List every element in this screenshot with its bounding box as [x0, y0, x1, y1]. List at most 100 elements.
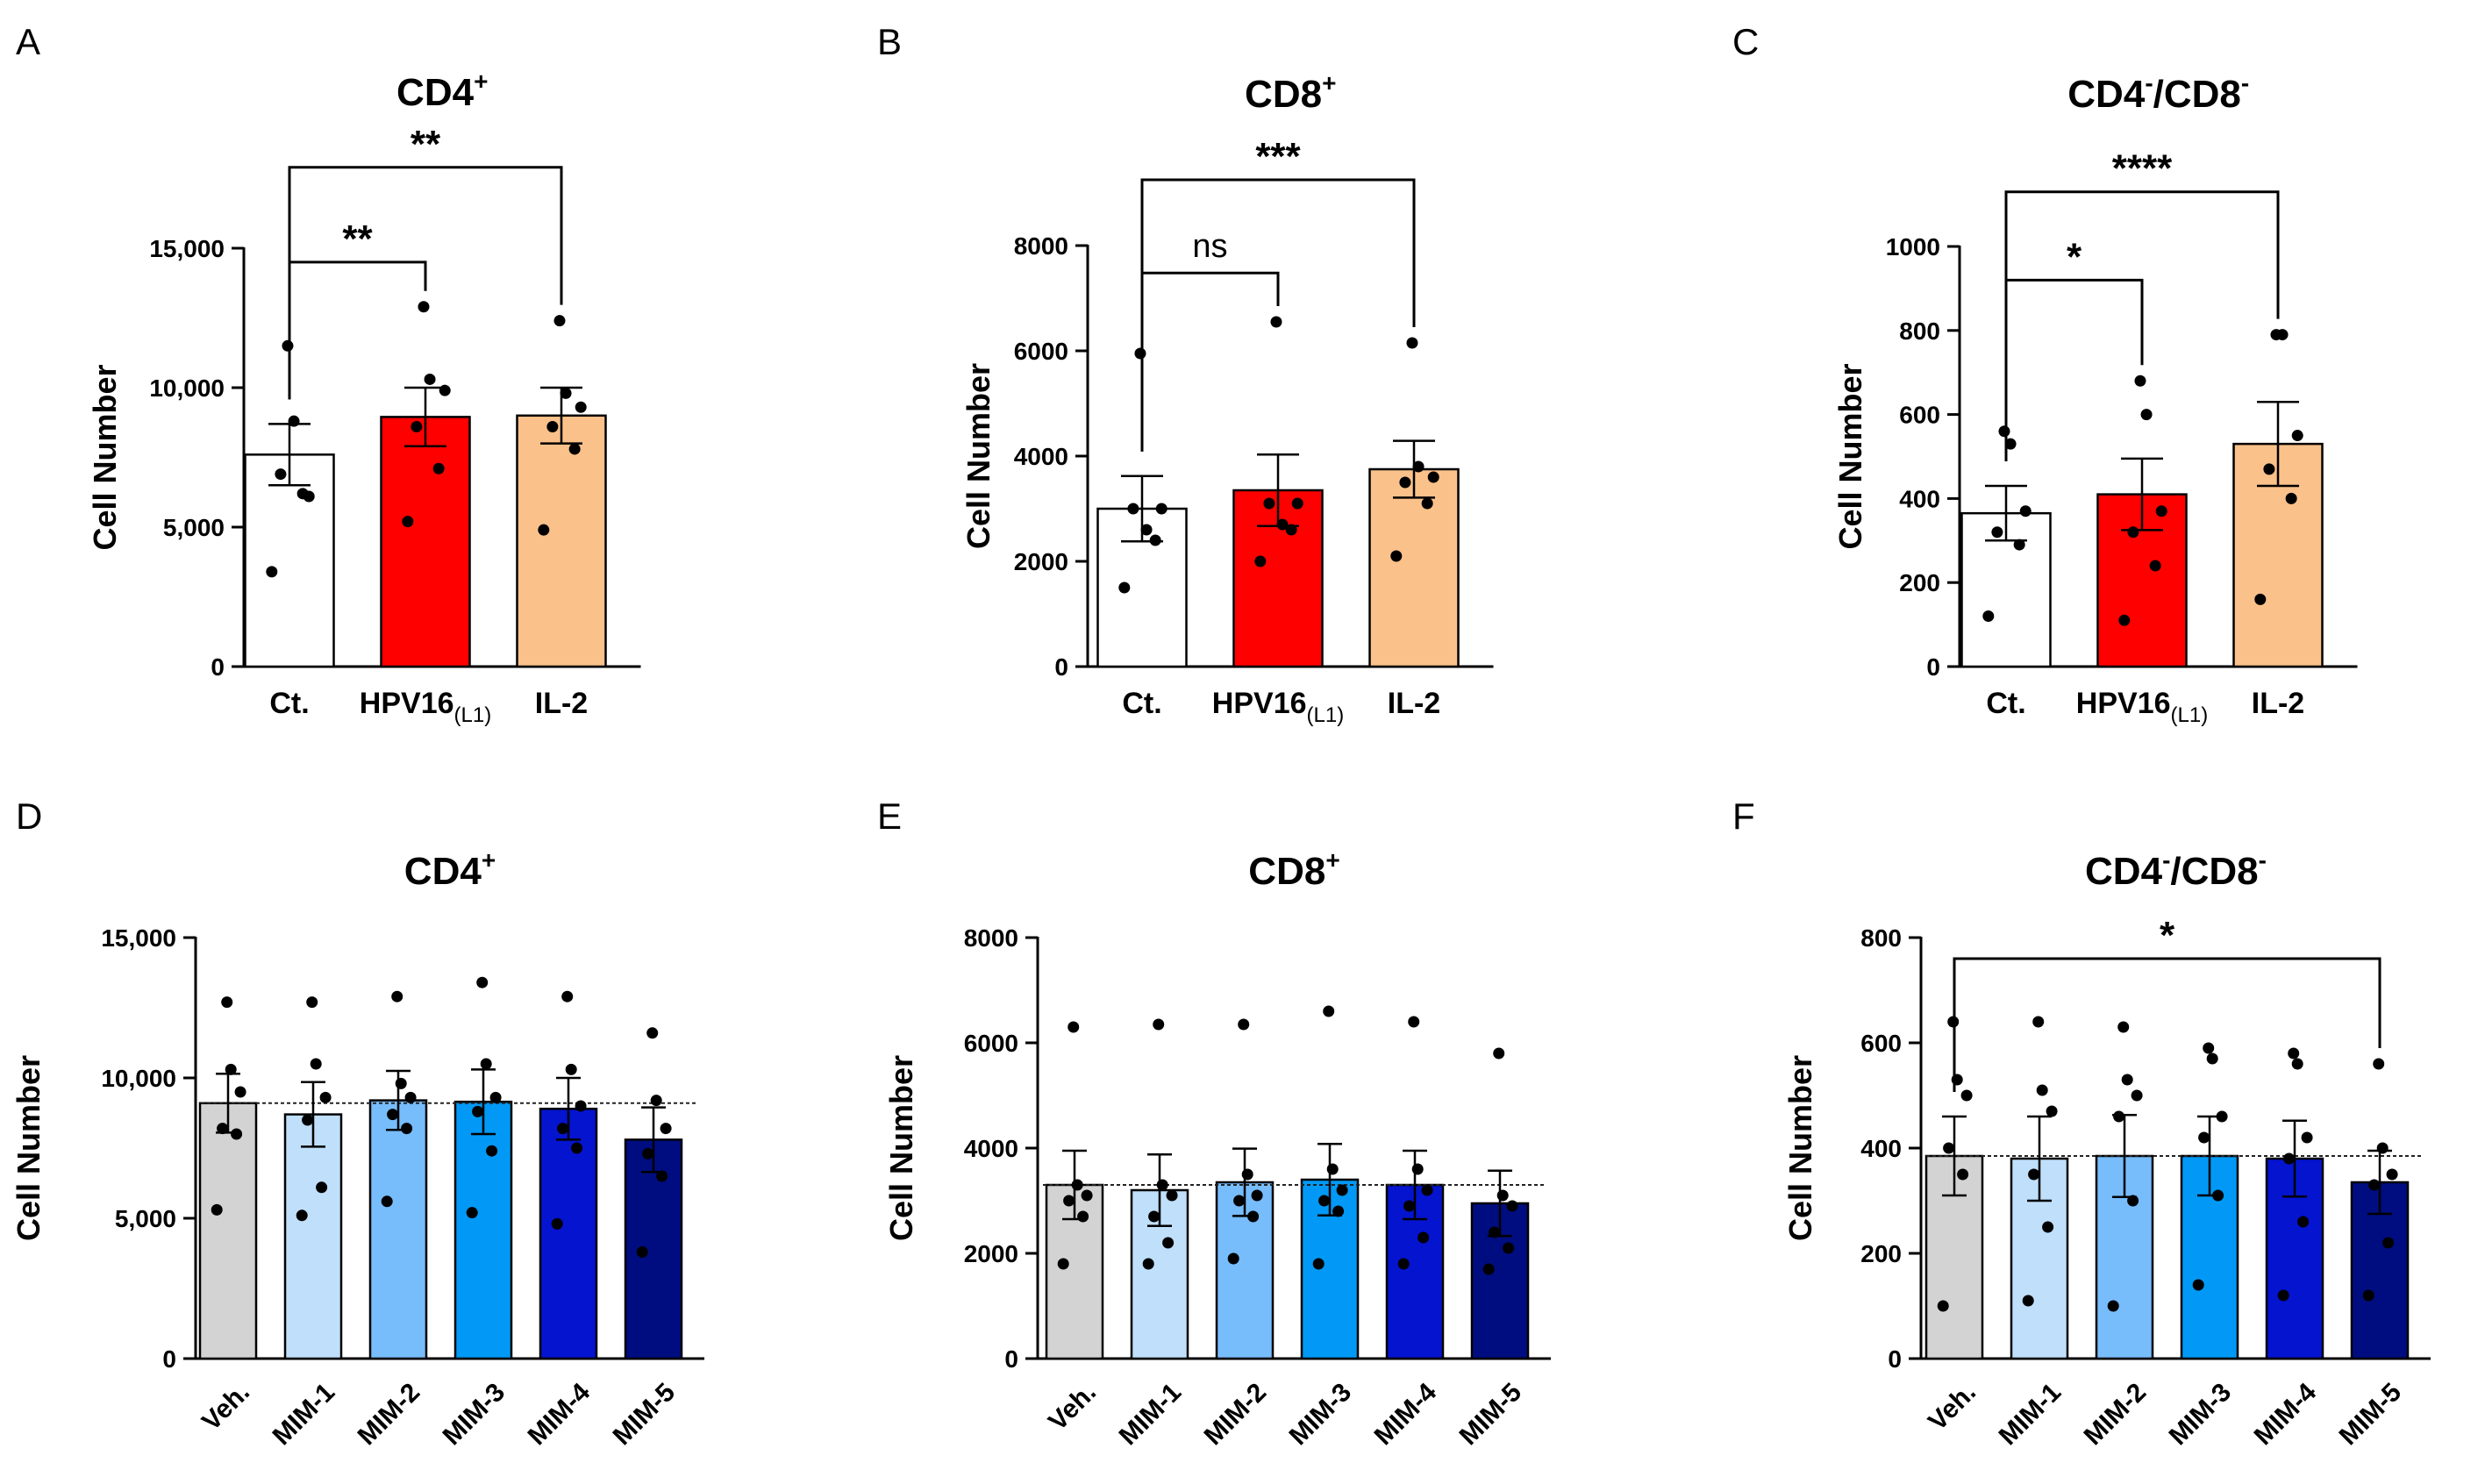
- y-tick-label: 600: [1899, 402, 1940, 429]
- data-point: [1134, 347, 1146, 360]
- data-point: [1071, 1179, 1083, 1191]
- data-point: [2277, 1289, 2289, 1302]
- data-point: [2212, 1189, 2224, 1202]
- data-point: [1238, 1018, 1250, 1031]
- data-point: [310, 1058, 322, 1070]
- data-point: [1162, 1237, 1175, 1249]
- data-point: [1077, 1210, 1089, 1223]
- data-point: [1081, 1189, 1093, 1202]
- title-main: CD4: [404, 850, 482, 893]
- data-point: [2291, 1058, 2303, 1070]
- data-point: [1254, 555, 1267, 567]
- bar-4: [539, 1107, 598, 1360]
- data-point: [2386, 1168, 2398, 1181]
- data-point: [266, 566, 278, 578]
- data-point: [560, 387, 572, 399]
- data-point: [1312, 1258, 1325, 1270]
- data-point: [575, 401, 587, 413]
- data-point: [1503, 1242, 1515, 1254]
- x-tick-label: IL-2: [1388, 687, 1440, 720]
- data-point: [1251, 1189, 1263, 1202]
- data-point: [1140, 524, 1153, 536]
- data-point: [2192, 1279, 2204, 1291]
- data-point: [1399, 476, 1411, 489]
- data-point: [1506, 1200, 1518, 1212]
- data-point: [302, 1114, 314, 1126]
- bar-2: [1368, 467, 1460, 668]
- x-tick-label: IL-2: [2252, 687, 2304, 720]
- y-axis-label: Cell Number: [1832, 363, 1868, 549]
- data-point: [282, 339, 294, 352]
- title-superscript: +: [1325, 846, 1339, 874]
- data-point: [1318, 1195, 1331, 1207]
- x-tick-subscript: (L1): [454, 703, 492, 727]
- x-tick-main: IL-2: [1388, 687, 1440, 720]
- data-point: [2019, 505, 2032, 517]
- data-point: [2022, 1295, 2034, 1307]
- data-point: [1118, 581, 1131, 594]
- data-point: [1403, 1200, 1416, 1212]
- significance-bracket: [1140, 178, 1416, 452]
- data-point: [1291, 497, 1303, 510]
- x-tick-subscript: (L1): [2171, 703, 2209, 727]
- data-point: [1937, 1300, 1949, 1312]
- data-point: [391, 990, 403, 1002]
- data-point: [1390, 550, 1403, 562]
- x-tick-label: MIM-1: [1994, 1378, 2067, 1451]
- data-point: [1276, 518, 1289, 531]
- y-tick-label: 5,000: [163, 514, 225, 541]
- significance-label: ****: [2112, 147, 2173, 190]
- data-point: [432, 462, 445, 474]
- data-point: [2376, 1142, 2389, 1154]
- data-point: [2270, 329, 2282, 341]
- data-point: [1285, 524, 1297, 536]
- x-tick-main: HPV16: [1212, 687, 1307, 720]
- bar-3: [453, 1100, 513, 1360]
- data-point: [642, 1147, 654, 1159]
- data-point: [439, 384, 451, 396]
- data-point: [2206, 1052, 2218, 1065]
- data-point: [1332, 1205, 1345, 1217]
- chart-title: CD4-/CD8-: [2085, 846, 2267, 893]
- data-point: [2107, 1300, 2119, 1312]
- title-suffix: /CD8: [2170, 850, 2258, 893]
- y-tick-label: 8000: [1014, 232, 1068, 260]
- data-point: [221, 996, 233, 1009]
- significance-bracket: [288, 260, 427, 400]
- y-tick-label: 5,000: [115, 1205, 176, 1232]
- title-main: CD4: [2085, 850, 2163, 893]
- data-point: [2117, 1021, 2130, 1033]
- data-point: [303, 490, 315, 503]
- data-point: [1227, 1252, 1239, 1265]
- data-point: [2036, 1084, 2048, 1096]
- data-point: [538, 524, 550, 536]
- data-point: [1412, 460, 1425, 473]
- title-main: CD4: [396, 71, 475, 114]
- panel-letter: A: [16, 21, 40, 62]
- data-point: [1326, 1163, 1339, 1175]
- data-point: [234, 1086, 246, 1098]
- data-point: [571, 1142, 583, 1154]
- data-point: [2291, 430, 2303, 442]
- panel-a: A CD4+ Cell Number 0 5,000 10,000 15,000 Ct. HPV…: [16, 21, 641, 727]
- data-point: [1991, 526, 2003, 539]
- y-tick-label: 4000: [964, 1135, 1018, 1162]
- panel-letter: B: [877, 21, 902, 62]
- bar-5: [624, 1138, 683, 1360]
- data-point: [2046, 1105, 2058, 1117]
- x-tick-label: MIM-3: [438, 1378, 511, 1451]
- y-tick-label: 200: [1860, 1240, 1902, 1267]
- data-point: [2013, 539, 2025, 551]
- data-point: [1336, 1184, 1348, 1196]
- significance-bracket: [1140, 271, 1280, 452]
- data-point: [2362, 1289, 2374, 1302]
- data-point: [387, 1109, 399, 1121]
- data-point: [2198, 1131, 2210, 1144]
- y-tick-label: 10,000: [101, 1065, 176, 1092]
- data-point: [2134, 375, 2146, 387]
- y-axis-label: Cell Number: [11, 1055, 46, 1241]
- data-point: [1063, 1195, 1075, 1207]
- title-main: CD8: [1245, 73, 1322, 116]
- data-point: [1233, 1195, 1246, 1207]
- data-point: [2203, 1042, 2215, 1054]
